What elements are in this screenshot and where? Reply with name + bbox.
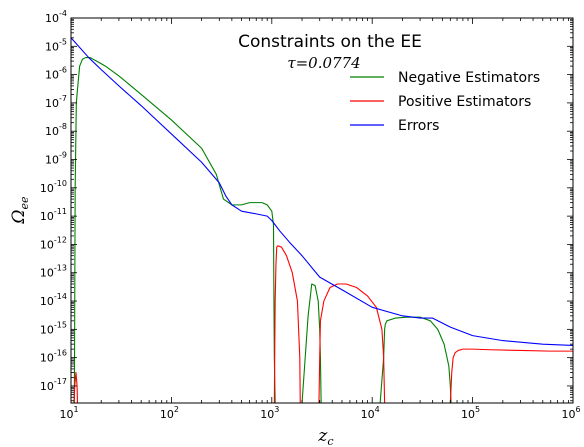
x-tick-label: 101: [59, 405, 78, 421]
y-tick-label: 10-6: [45, 66, 67, 82]
y-axis-label-main: Ω: [9, 209, 29, 224]
y-tick-label: 10-13: [40, 264, 67, 280]
y-tick-label: 10-14: [40, 292, 67, 308]
y-tick-label: 10-5: [45, 37, 67, 53]
legend-label: Negative Estimators: [398, 70, 540, 86]
series-line-negative-estimators: [73, 57, 452, 403]
legend-label: Positive Estimators: [398, 94, 531, 110]
x-tick-label: 103: [260, 405, 279, 421]
y-tick-label: 10-15: [40, 320, 67, 336]
x-tick-label: 102: [160, 405, 179, 421]
series-layer: [71, 37, 573, 403]
x-axis-label: zc: [317, 426, 333, 447]
legend: Negative Estimators Positive Estimators Er…: [350, 70, 540, 134]
y-tick-label: 10-16: [40, 349, 67, 365]
y-tick-label: 10-9: [45, 151, 67, 167]
y-axis-label: Ωee: [9, 196, 31, 225]
series-line-positive-estimators: [73, 245, 573, 403]
x-tick-label: 104: [361, 405, 380, 421]
x-axis-label-sub: c: [327, 435, 333, 447]
x-tick-label: 105: [461, 405, 480, 421]
legend-label: Errors: [398, 118, 439, 134]
plot-frame: [70, 17, 574, 404]
chart-title: Constraints on the EE: [238, 32, 422, 52]
ticks-layer: 101 102 103 104 105 106 10-4 10-5 10-6 10-7 10-8 10…: [40, 9, 581, 421]
y-tick-label: 10-10: [40, 179, 67, 195]
y-tick-label: 10-8: [45, 122, 67, 138]
y-tick-label: 10-7: [45, 94, 67, 110]
x-axis-label-main: z: [317, 426, 328, 446]
y-tick-label: 10-12: [40, 235, 67, 251]
y-tick-label: 10-4: [45, 9, 67, 25]
y-axis-label-sub: ee: [18, 196, 31, 210]
x-tick-label: 106: [561, 405, 580, 421]
chart-subtitle: τ=0.0774: [287, 54, 360, 72]
series-line-errors: [71, 37, 573, 346]
y-tick-label: 10-17: [40, 377, 67, 393]
y-tick-label: 10-11: [40, 207, 67, 223]
